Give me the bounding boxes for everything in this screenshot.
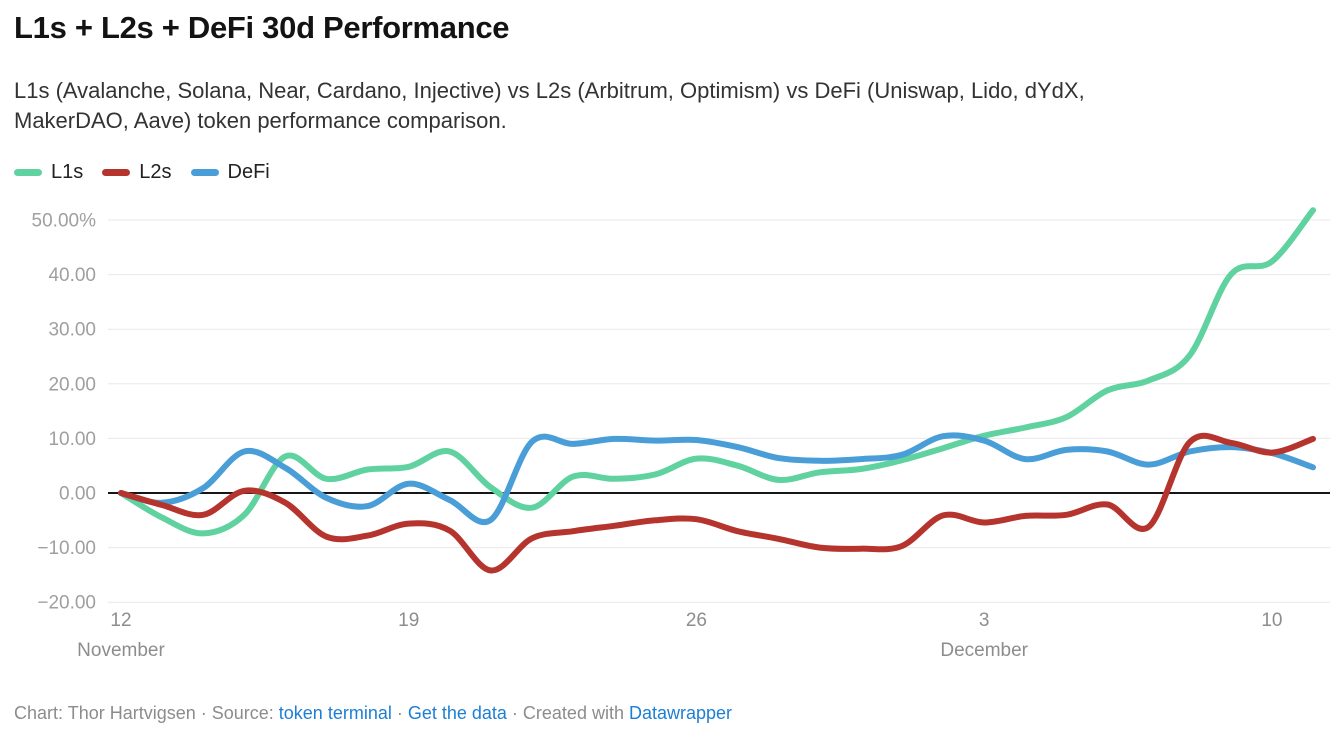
y-axis-label: −20.00 bbox=[37, 593, 96, 614]
chart-subtitle: L1s (Avalanche, Solana, Near, Cardano, I… bbox=[14, 76, 1316, 136]
footer-attribution: Chart: Thor Hartvigsen · Source: token t… bbox=[14, 703, 1316, 723]
subtitle-line: L1s (Avalanche, Solana, Near, Cardano, I… bbox=[14, 78, 1085, 103]
y-axis-label: 30.00 bbox=[48, 320, 96, 341]
legend-item-defi: DeFi bbox=[190, 160, 270, 184]
footer-text: · bbox=[391, 703, 408, 723]
x-axis-label: 3 bbox=[979, 610, 990, 631]
chart-title: L1s + L2s + DeFi 30d Performance bbox=[14, 10, 510, 45]
x-axis-labels: 12 19 26 3 10 November December bbox=[77, 610, 1282, 661]
footer-link[interactable]: token terminal bbox=[278, 703, 392, 723]
footer-text: · Created with bbox=[506, 703, 629, 723]
subtitle-line: MakerDAO, Aave) token performance compar… bbox=[14, 108, 507, 133]
series-line-l2s bbox=[118, 432, 1316, 574]
y-axis-label: 50.00% bbox=[32, 211, 97, 232]
series-line-defi bbox=[118, 432, 1316, 525]
footer-link[interactable]: Get the data bbox=[407, 703, 507, 723]
legend-label: DeFi bbox=[227, 160, 270, 183]
x-axis-label: 10 bbox=[1261, 610, 1282, 631]
y-axis-label: 20.00 bbox=[48, 374, 96, 395]
y-axis-label: 0.00 bbox=[59, 484, 96, 505]
legend-swatch-icon bbox=[190, 168, 219, 176]
x-axis-label: 26 bbox=[686, 610, 707, 631]
y-axis-label: 40.00 bbox=[48, 265, 96, 286]
legend-item-l1s: L1s bbox=[14, 161, 83, 184]
gridlines bbox=[108, 219, 1330, 603]
y-axis-labels: 50.00% 40.00 30.00 20.00 10.00 0.00 −10.00 −20.… bbox=[32, 211, 97, 614]
x-axis-label: 12 bbox=[110, 610, 131, 631]
legend-label: L2s bbox=[139, 160, 172, 183]
legend-swatch-icon bbox=[14, 168, 42, 176]
legend-item-l2s: L2s bbox=[102, 160, 172, 184]
legend-swatch-icon bbox=[102, 168, 131, 176]
footer-text: Chart: Thor Hartvigsen · Source: bbox=[14, 703, 279, 723]
y-axis-label: −10.00 bbox=[37, 538, 96, 559]
legend: L1s L2s DeFi bbox=[14, 160, 1316, 184]
footer-link[interactable]: Datawrapper bbox=[628, 703, 733, 723]
x-axis-month-label: November bbox=[77, 640, 165, 661]
x-axis-label: 19 bbox=[398, 610, 419, 631]
series-line-l1s bbox=[118, 207, 1316, 537]
y-axis-label: 10.00 bbox=[48, 429, 96, 450]
legend-label: L1s bbox=[51, 160, 84, 183]
chart-canvas: 50.00% 40.00 30.00 20.00 10.00 0.00 −10.00 −20.… bbox=[32, 207, 1330, 661]
x-axis-month-label: December bbox=[940, 640, 1028, 661]
